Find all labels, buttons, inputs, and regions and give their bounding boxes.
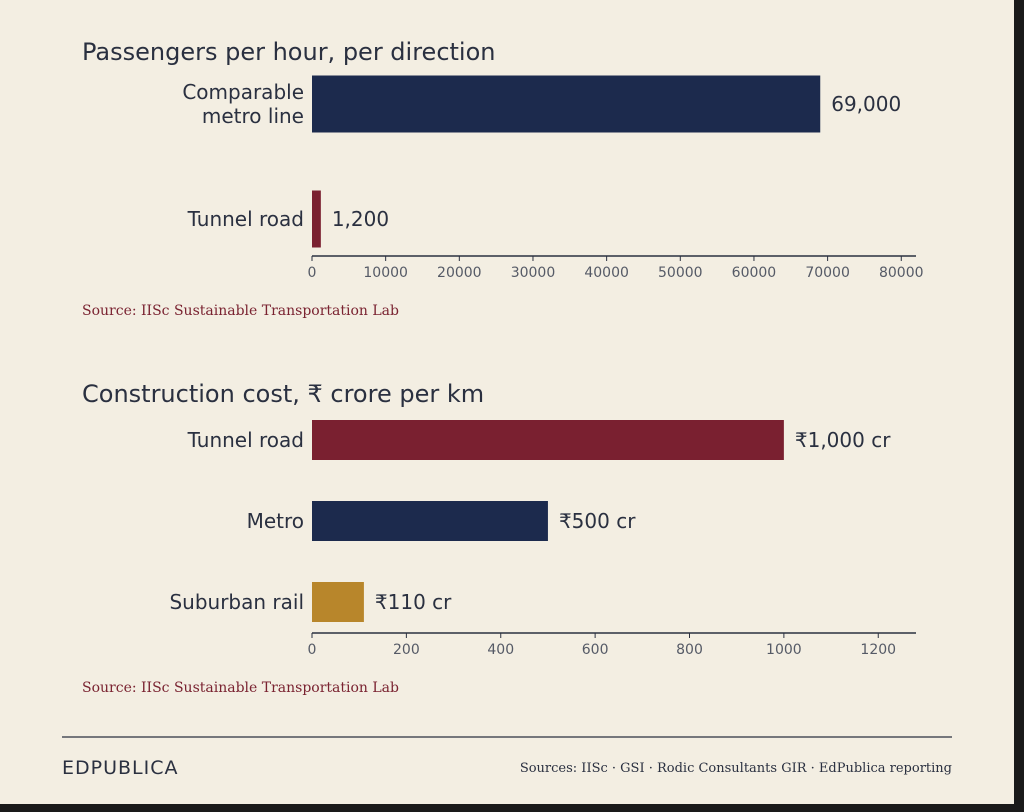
category-labels: Tunnel road Metro Suburban rail	[169, 428, 304, 614]
footer-sources: Sources: IISc · GSI · Rodic Consultants …	[520, 761, 952, 776]
tick-label: 40000	[584, 265, 629, 281]
tick-label: 600	[582, 642, 609, 658]
data-label: ₹110 cr	[375, 590, 452, 614]
tick-label: 800	[676, 642, 703, 658]
tick-label: 60000	[732, 265, 777, 281]
construction-cost-chart: Construction cost, ₹ crore per km Tunnel…	[82, 380, 916, 696]
chart-source: Source: IISc Sustainable Transportation …	[82, 680, 399, 696]
bar	[312, 501, 548, 541]
tick-label: 200	[393, 642, 420, 658]
category-label: Tunnel road	[187, 428, 304, 452]
category-label: Metro	[247, 509, 304, 533]
value-labels: ₹1,000 cr ₹500 cr ₹110 cr	[375, 428, 891, 614]
data-label: ₹1,000 cr	[795, 428, 891, 452]
category-label: Comparable metro line	[182, 80, 304, 128]
tick-label: 20000	[437, 265, 482, 281]
data-label: 1,200	[332, 207, 389, 231]
chart-source: Source: IISc Sustainable Transportation …	[82, 303, 399, 319]
tick-label: 80000	[879, 265, 924, 281]
tick-label: 30000	[511, 265, 556, 281]
brand-logo: EDPUBLICA	[62, 757, 179, 779]
category-labels: Comparable metro line Tunnel road	[182, 80, 304, 231]
data-label: ₹500 cr	[559, 509, 636, 533]
data-label: 69,000	[831, 92, 901, 116]
x-axis: 0 10000 20000 30000 40000 50000 60000 70000 8000…	[308, 255, 924, 281]
tick-label: 1200	[860, 642, 896, 658]
value-labels: 69,000 1,200	[332, 92, 901, 231]
bar	[312, 75, 821, 133]
category-label: Tunnel road	[187, 207, 304, 231]
tick-label: 70000	[805, 265, 850, 281]
tick-label: 10000	[363, 265, 408, 281]
x-axis: 0 200 400 600 800 1000 1200	[308, 632, 916, 658]
bars-group	[312, 75, 821, 248]
bars-group	[312, 420, 784, 622]
bar	[312, 582, 364, 622]
bar	[312, 190, 321, 248]
passengers-chart: Passengers per hour, per direction Compa…	[82, 38, 924, 319]
tick-label: 50000	[658, 265, 703, 281]
chart-title: Construction cost, ₹ crore per km	[82, 380, 484, 408]
bar	[312, 420, 784, 460]
tick-label: 400	[487, 642, 514, 658]
tick-label: 0	[308, 265, 317, 281]
chart-title: Passengers per hour, per direction	[82, 38, 495, 66]
tick-label: 0	[308, 642, 317, 658]
category-label: Suburban rail	[169, 590, 304, 614]
tick-label: 1000	[766, 642, 802, 658]
